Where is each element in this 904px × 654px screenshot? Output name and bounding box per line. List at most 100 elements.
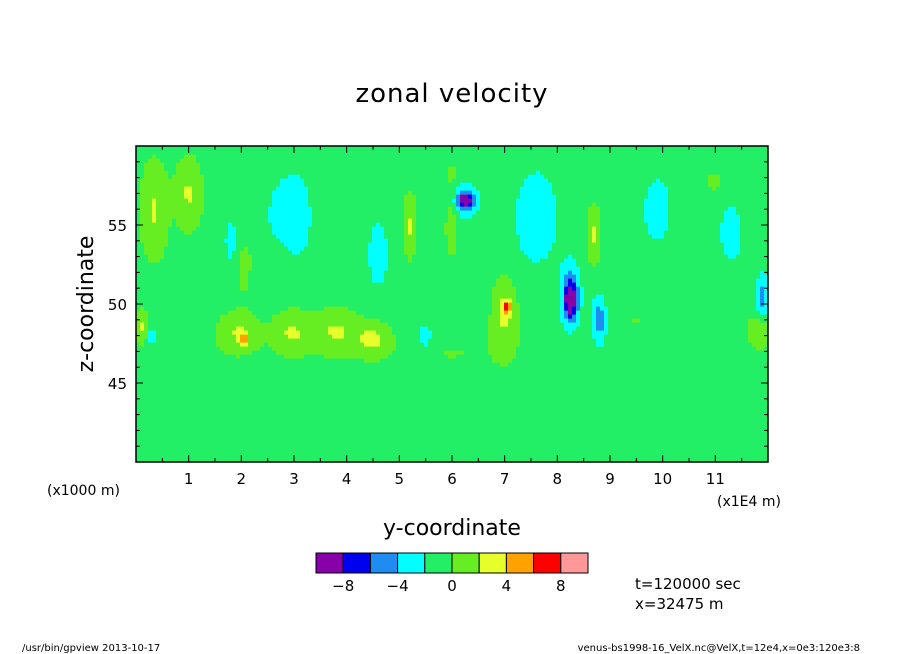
contour-cell xyxy=(468,434,473,439)
contour-cell xyxy=(376,358,381,363)
contour-cell xyxy=(152,406,157,411)
contour-cell xyxy=(704,362,709,367)
contour-cell xyxy=(160,454,165,459)
contour-cell xyxy=(228,418,233,423)
contour-cell xyxy=(576,370,581,375)
contour-cell xyxy=(628,386,633,391)
contour-cell xyxy=(732,446,737,451)
contour-cell xyxy=(540,402,545,407)
contour-cell xyxy=(160,386,165,391)
contour-cell xyxy=(488,458,493,462)
contour-cell xyxy=(296,342,301,347)
contour-cell xyxy=(472,402,477,407)
contour-cell xyxy=(256,366,261,371)
contour-cell xyxy=(284,386,289,391)
contour-cell xyxy=(448,334,453,339)
contour-cell xyxy=(216,338,221,343)
contour-cell xyxy=(408,398,413,403)
contour-cell xyxy=(544,362,549,367)
contour-cell xyxy=(492,438,497,443)
contour-cell xyxy=(760,438,765,443)
contour-cell xyxy=(528,354,533,359)
contour-cell xyxy=(236,442,241,447)
contour-cell xyxy=(424,362,429,367)
contour-cell xyxy=(636,390,641,395)
contour-cell xyxy=(476,406,481,411)
contour-cell xyxy=(692,398,697,403)
contour-cell xyxy=(340,410,345,415)
contour-cell xyxy=(140,382,145,387)
contour-cell xyxy=(284,442,289,447)
contour-cell xyxy=(764,426,768,431)
contour-cell xyxy=(720,422,725,427)
contour-cell xyxy=(468,374,473,379)
contour-cell xyxy=(536,410,541,415)
contour-cell xyxy=(492,446,497,451)
contour-cell xyxy=(204,422,209,427)
contour-cell xyxy=(168,378,173,383)
contour-cell xyxy=(240,346,245,351)
contour-cell xyxy=(352,370,357,375)
contour-cell xyxy=(480,350,485,355)
contour-cell xyxy=(492,434,497,439)
contour-cell xyxy=(504,338,509,343)
contour-cell xyxy=(280,342,285,347)
contour-cell xyxy=(648,430,653,435)
contour-cell xyxy=(288,426,293,431)
contour-cell xyxy=(732,450,737,455)
contour-cell xyxy=(264,418,269,423)
contour-cell xyxy=(240,366,245,371)
contour-cell xyxy=(448,442,453,447)
contour-cell xyxy=(392,346,397,351)
contour-cell xyxy=(608,386,613,391)
contour-cell xyxy=(764,366,768,371)
contour-cell xyxy=(668,342,673,347)
contour-cell xyxy=(640,398,645,403)
contour-cell xyxy=(476,378,481,383)
contour-cell xyxy=(716,450,721,455)
contour-cell xyxy=(488,438,493,443)
contour-cell xyxy=(748,410,753,415)
contour-cell xyxy=(528,430,533,435)
contour-cell xyxy=(556,362,561,367)
contour-cell xyxy=(636,418,641,423)
contour-cell xyxy=(388,346,393,351)
contour-cell xyxy=(140,406,145,411)
contour-cell xyxy=(620,354,625,359)
contour-cell xyxy=(536,366,541,371)
contour-cell xyxy=(264,438,269,443)
contour-cell xyxy=(704,458,709,462)
contour-cell xyxy=(528,414,533,419)
contour-cell xyxy=(456,394,461,399)
contour-cell xyxy=(680,394,685,399)
contour-cell xyxy=(392,394,397,399)
contour-cell xyxy=(472,390,477,395)
contour-cell xyxy=(556,398,561,403)
contour-cell xyxy=(532,342,537,347)
contour-cell xyxy=(512,398,517,403)
contour-cell xyxy=(564,422,569,427)
contour-cell xyxy=(744,434,749,439)
contour-cell xyxy=(748,362,753,367)
contour-cell xyxy=(700,410,705,415)
contour-cell xyxy=(148,458,153,462)
contour-cell xyxy=(476,426,481,431)
contour-cell xyxy=(296,450,301,455)
contour-cell xyxy=(368,398,373,403)
contour-cell xyxy=(516,434,521,439)
contour-cell xyxy=(248,390,253,395)
contour-cell xyxy=(344,418,349,423)
contour-cell xyxy=(604,410,609,415)
contour-cell xyxy=(644,402,649,407)
contour-cell xyxy=(488,410,493,415)
contour-cell xyxy=(656,430,661,435)
contour-cell xyxy=(740,430,745,435)
contour-cell xyxy=(652,458,657,462)
contour-cell xyxy=(500,398,505,403)
contour-cell xyxy=(744,430,749,435)
contour-cell xyxy=(148,406,153,411)
contour-cell xyxy=(184,394,189,399)
contour-cell xyxy=(576,454,581,459)
contour-cell xyxy=(604,450,609,455)
contour-cell xyxy=(404,406,409,411)
